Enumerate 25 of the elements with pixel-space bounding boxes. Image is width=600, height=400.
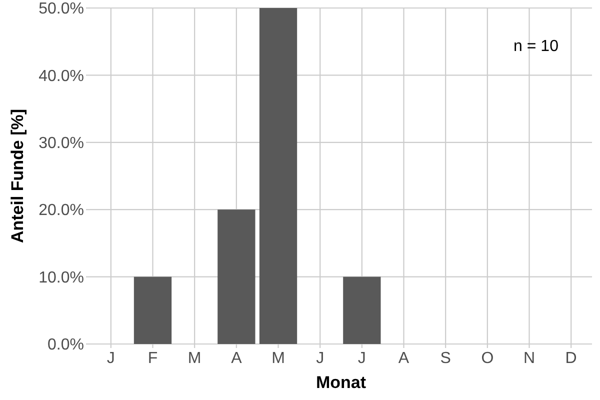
x-tick-label: F [148,350,158,367]
y-tick-label: 50.0% [38,0,84,18]
x-tick-label: M [272,350,285,367]
x-tick-label: A [398,350,410,367]
x-tick-label: J [316,350,324,367]
x-tick-label: A [231,350,242,367]
y-axis-title: Anteil Funde [%] [8,108,27,244]
x-axis-title: Monat [316,373,366,392]
bar [259,8,298,344]
x-tick-label: J [106,350,115,367]
y-tick-label: 30.0% [38,135,84,152]
x-tick-label: S [440,350,451,367]
x-tick-label: J [358,350,366,367]
y-tick-label: 0.0% [48,336,84,354]
x-tick-label: M [188,350,202,367]
x-tick-label: D [565,350,577,367]
y-tick-label: 40.0% [38,68,84,85]
annotation: n = 10 [514,38,559,55]
x-tick-label: N [523,350,536,367]
bar [218,210,256,344]
x-tick-label: O [481,350,494,367]
bar [134,276,172,344]
bar [343,276,381,344]
y-tick-label: 10.0% [38,269,84,286]
y-tick-label: 20.0% [38,202,84,220]
